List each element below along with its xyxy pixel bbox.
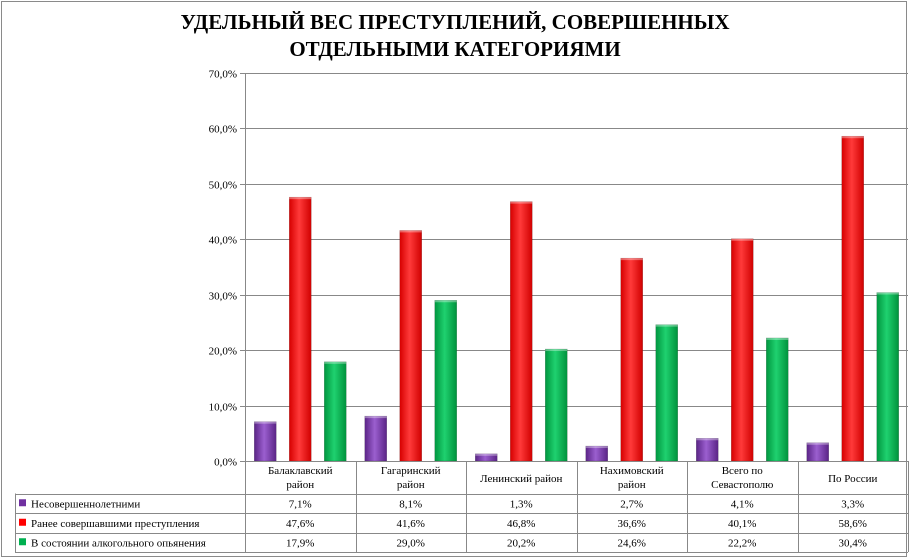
- category-label: район: [286, 479, 314, 491]
- gridlines: [245, 73, 908, 462]
- bar: [585, 445, 608, 462]
- bar: [841, 135, 864, 462]
- data-label: 29,0%: [397, 537, 425, 549]
- legend-key: [19, 499, 26, 507]
- data-label: 2,7%: [620, 498, 643, 510]
- data-label: 4,1%: [731, 498, 754, 510]
- y-tick-label: 10,0%: [209, 402, 237, 414]
- legend-label: Несовершеннолетними: [31, 498, 140, 510]
- chart-title: УДЕЛЬНЫЙ ВЕС ПРЕСТУПЛЕНИЙ, СОВЕРШЕННЫХ О…: [0, 9, 910, 63]
- bar: [545, 348, 568, 462]
- category-label: район: [397, 479, 425, 491]
- bar-highlight: [434, 300, 457, 303]
- bar-highlight: [254, 421, 277, 424]
- y-tick-label: 30,0%: [209, 291, 237, 303]
- bar: [876, 292, 899, 462]
- bar-highlight: [399, 230, 422, 233]
- data-label: 41,6%: [397, 518, 425, 530]
- bar: [731, 238, 754, 462]
- chart-title-line-2: ОТДЕЛЬНЫМИ КАТЕГОРИЯМИ: [289, 37, 621, 61]
- bar: [434, 300, 457, 462]
- bar-highlight: [545, 349, 568, 352]
- bar-highlight: [876, 292, 899, 295]
- bar-highlight: [655, 324, 678, 327]
- bars: [254, 135, 899, 462]
- bar: [766, 337, 789, 462]
- bar-highlight: [510, 201, 533, 204]
- category-label: По России: [828, 473, 877, 485]
- legend-label: В состоянии алкогольного опьянения: [31, 537, 206, 549]
- data-label: 36,6%: [618, 518, 646, 530]
- chart-title-line-1: УДЕЛЬНЫЙ ВЕС ПРЕСТУПЛЕНИЙ, СОВЕРШЕННЫХ: [180, 10, 730, 34]
- category-label: Всего по: [722, 465, 764, 477]
- bar: [806, 442, 829, 462]
- category-label: Гагаринский: [381, 465, 441, 477]
- bar: [655, 324, 678, 462]
- data-label: 8,1%: [399, 498, 422, 510]
- bar: [510, 201, 533, 462]
- y-tick-label: 60,0%: [209, 124, 237, 136]
- legend-key: [19, 518, 26, 526]
- bar-highlight: [585, 446, 608, 449]
- y-tick-label: 20,0%: [209, 346, 237, 358]
- y-tick-label: 70,0%: [209, 69, 237, 81]
- data-label: 22,2%: [728, 537, 756, 549]
- y-tick-label: 40,0%: [209, 235, 237, 247]
- category-label: Ленинский район: [480, 473, 562, 485]
- data-label: 3,3%: [841, 498, 864, 510]
- data-label: 47,6%: [286, 518, 314, 530]
- bar-highlight: [841, 136, 864, 139]
- bar-highlight: [289, 197, 312, 200]
- bar-highlight: [475, 453, 498, 456]
- data-label: 20,2%: [507, 537, 535, 549]
- bar-highlight: [766, 337, 789, 340]
- bar: [620, 257, 643, 462]
- bar: [324, 361, 347, 462]
- category-label: Севастополю: [711, 479, 773, 491]
- data-label: 7,1%: [289, 498, 312, 510]
- bar: [254, 421, 277, 462]
- data-label: 1,3%: [510, 498, 533, 510]
- bar: [289, 196, 312, 462]
- data-label: 46,8%: [507, 518, 535, 530]
- data-label: 58,6%: [839, 518, 867, 530]
- category-label: Балаклавский: [268, 465, 333, 477]
- bar-highlight: [324, 361, 347, 364]
- bar-highlight: [364, 416, 387, 419]
- data-label: 24,6%: [618, 537, 646, 549]
- bar: [364, 415, 387, 462]
- category-label: Нахимовский: [600, 465, 664, 477]
- y-axis: 0,0% 10,0% 20,0% 30,0% 40,0% 50,0% 60,0% 70,0%: [209, 69, 246, 552]
- bar: [696, 438, 719, 462]
- data-table: Балаклавский район Гагаринский район Ленинск…: [15, 461, 909, 553]
- y-tick-label: 0,0%: [214, 457, 237, 469]
- category-label: район: [618, 479, 646, 491]
- bar-highlight: [696, 438, 719, 441]
- data-label: 30,4%: [839, 537, 867, 549]
- bar: [399, 230, 422, 462]
- data-label: 17,9%: [286, 537, 314, 549]
- bar-highlight: [620, 258, 643, 261]
- bar-highlight: [806, 442, 829, 445]
- y-tick-label: 50,0%: [209, 180, 237, 192]
- bar-highlight: [731, 238, 754, 241]
- legend-key: [19, 538, 26, 546]
- legend-label: Ранее совершавшими преступления: [31, 518, 199, 530]
- data-label: 40,1%: [728, 518, 756, 530]
